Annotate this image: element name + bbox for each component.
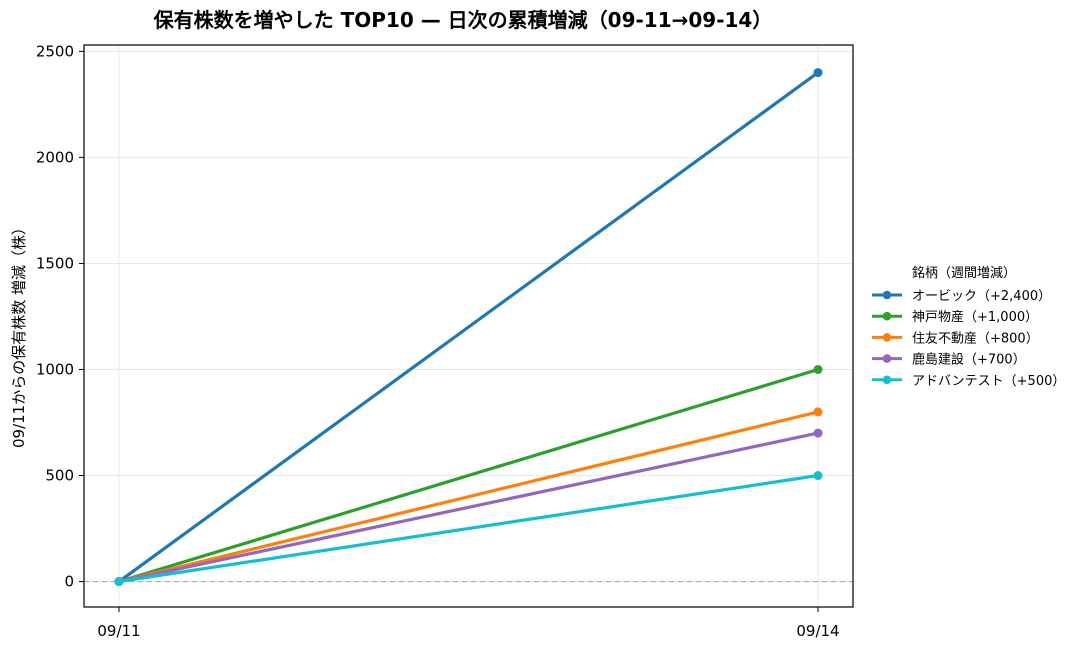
series-point (813, 407, 823, 417)
series-group (114, 68, 823, 587)
legend-marker (882, 375, 892, 385)
series-point (813, 428, 823, 438)
y-axis-ticks: 0 500 1000 1500 2000 2500 (36, 42, 84, 591)
grid-lines (84, 45, 853, 607)
legend-label: オービック（+2,400） (912, 289, 1051, 304)
series-line (117, 410, 820, 584)
y-tick-label: 0 (64, 573, 74, 591)
legend-label: 住友不動産（+800） (912, 330, 1039, 346)
series-line (117, 367, 820, 584)
legend-marker (882, 354, 892, 363)
series-point (813, 68, 823, 78)
series-point (813, 364, 823, 374)
series-point (114, 577, 124, 587)
y-tick-label: 1000 (36, 360, 74, 378)
y-tick-label: 500 (45, 467, 74, 485)
plot-frame (83, 44, 854, 608)
series-line (117, 473, 820, 584)
legend-marker (882, 311, 892, 321)
y-tick-label: 1500 (36, 254, 74, 272)
y-tick-label: 2000 (36, 148, 74, 166)
x-tick-label: 09/11 (97, 622, 140, 640)
x-tick-label: 09/14 (796, 622, 839, 640)
chart-title: 保有株数を増やした TOP10 — 日次の累積増減（09-11→09-14） (153, 8, 773, 32)
legend-label: 鹿島建設（+700） (912, 352, 1026, 368)
legend-marker (882, 333, 892, 342)
legend-marker (882, 290, 892, 300)
legend: 銘柄（週間増減） オービック（+2,400） 神戸物産（+1,000） 住友不動産（… (872, 265, 1065, 389)
x-axis-ticks: 09/11 09/14 (97, 607, 840, 640)
legend-title: 銘柄（週間増減） (912, 265, 1016, 281)
legend-label: 神戸物産（+1,000） (912, 309, 1038, 325)
series-line (117, 431, 820, 584)
series-line (117, 70, 820, 584)
y-axis-label: 09/11からの保有株数 増減（株） (10, 220, 28, 448)
legend-label: アドバンテスト（+500） (912, 374, 1065, 389)
y-tick-label: 2500 (36, 42, 74, 60)
series-point (813, 471, 823, 481)
